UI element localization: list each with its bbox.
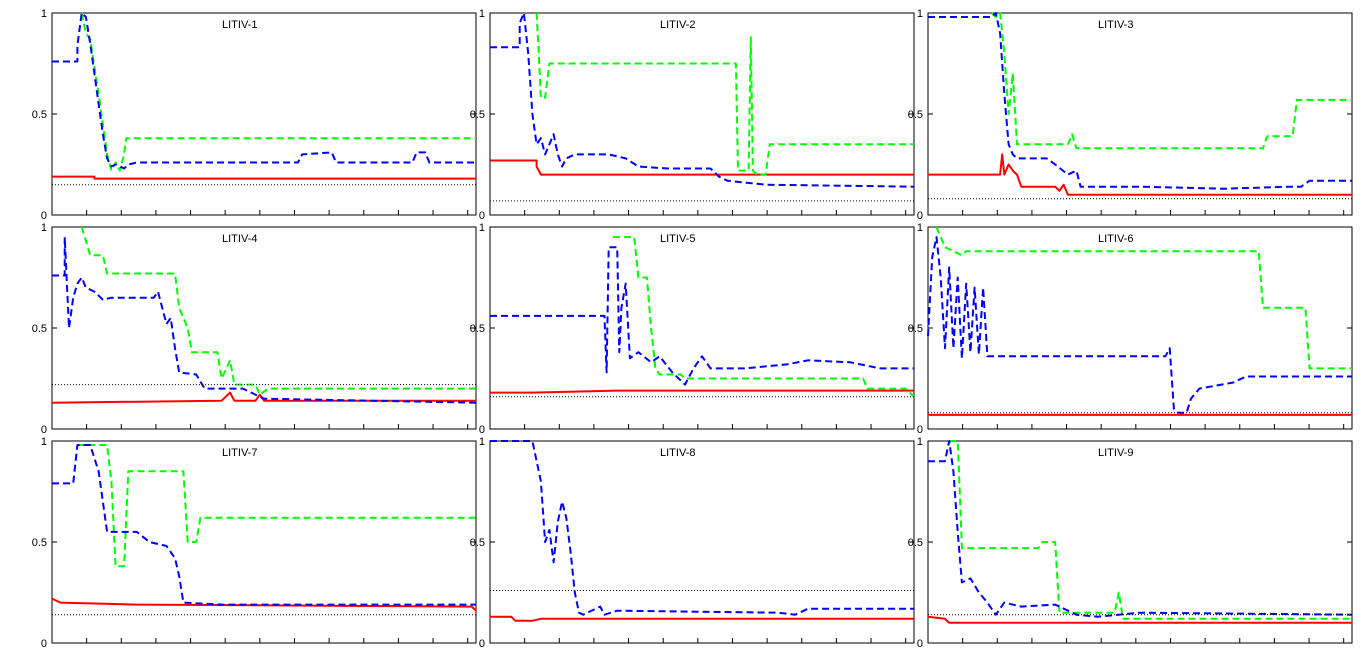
y-tick-label: 1 bbox=[479, 8, 485, 20]
y-tick-label: 1 bbox=[41, 436, 47, 448]
subplot-title: LITIV-5 bbox=[660, 233, 695, 245]
series-line-3 bbox=[927, 236, 1352, 414]
series-line-2 bbox=[990, 12, 1352, 150]
plot-frame bbox=[51, 226, 477, 430]
series-line-3 bbox=[928, 12, 1352, 190]
subplot-3: 0 0.5 1 LITIV-3 bbox=[908, 8, 1353, 222]
y-tick-label: 0.5 bbox=[32, 323, 47, 335]
series-line-3 bbox=[52, 236, 477, 404]
plot-frame bbox=[51, 440, 477, 644]
subplot-title: LITIV-6 bbox=[1098, 233, 1133, 245]
series-line-2 bbox=[949, 440, 1352, 620]
y-tick-label: 0.5 bbox=[908, 323, 923, 335]
subplot-1: 0 0.5 1 LITIV-1 bbox=[32, 8, 477, 222]
series-line-3 bbox=[490, 12, 915, 188]
y-tick-label: 0 bbox=[479, 638, 485, 650]
y-tick-label: 0 bbox=[41, 210, 47, 222]
y-tick-label: 0.5 bbox=[908, 109, 923, 121]
plot-frame bbox=[489, 12, 915, 216]
subplot-2: 0 0.5 1 LITIV-2 bbox=[470, 8, 915, 222]
series-line-2 bbox=[613, 236, 915, 398]
subplot-7: 0 0.5 1 LITIV-7 bbox=[32, 436, 477, 650]
y-tick-label: 1 bbox=[479, 436, 485, 448]
y-tick-label: 0.5 bbox=[470, 109, 485, 121]
series-line-2 bbox=[935, 226, 1352, 370]
plot-frame bbox=[927, 440, 1353, 644]
y-tick-label: 1 bbox=[41, 8, 47, 20]
series-line-2 bbox=[77, 444, 476, 568]
y-tick-label: 1 bbox=[41, 222, 47, 234]
subplot-title: LITIV-3 bbox=[1098, 19, 1133, 31]
subplot-5: 0 0.5 1 LITIV-5 bbox=[470, 222, 915, 436]
y-tick-label: 1 bbox=[917, 222, 923, 234]
subplot-title: LITIV-4 bbox=[222, 233, 257, 245]
series-line-2 bbox=[80, 226, 476, 396]
y-tick-label: 0.5 bbox=[470, 537, 485, 549]
y-tick-label: 1 bbox=[917, 436, 923, 448]
plot-frame bbox=[489, 440, 915, 644]
series-line-1 bbox=[490, 159, 914, 176]
series-line-2 bbox=[535, 12, 914, 176]
subplot-8: 0 0.5 1 LITIV-8 bbox=[470, 436, 915, 650]
plot-frame bbox=[927, 226, 1353, 430]
series-line-1 bbox=[51, 391, 476, 404]
y-tick-label: 0 bbox=[479, 424, 485, 436]
subplot-title: LITIV-8 bbox=[660, 447, 695, 459]
subplot-title: LITIV-9 bbox=[1098, 447, 1133, 459]
subplot-title: LITIV-2 bbox=[660, 19, 695, 31]
subplot-title: LITIV-1 bbox=[222, 19, 257, 31]
plot-frame bbox=[927, 12, 1353, 216]
plot-frame bbox=[51, 12, 477, 216]
series-line-1 bbox=[927, 615, 1352, 624]
subplot-title: LITIV-7 bbox=[222, 447, 257, 459]
subplot-9: 0 0.5 1 LITIV-9 bbox=[908, 436, 1353, 650]
plot-frame bbox=[489, 226, 915, 430]
series-line-1 bbox=[928, 153, 1352, 196]
y-tick-label: 0 bbox=[917, 638, 923, 650]
series-line-3 bbox=[52, 12, 476, 170]
y-tick-label: 0 bbox=[917, 210, 923, 222]
series-line-1 bbox=[52, 175, 476, 180]
y-tick-label: 0 bbox=[479, 210, 485, 222]
y-tick-label: 0.5 bbox=[32, 109, 47, 121]
y-tick-label: 0 bbox=[41, 424, 47, 436]
series-line-1 bbox=[490, 615, 914, 622]
y-tick-label: 0 bbox=[917, 424, 923, 436]
series-line-1 bbox=[490, 389, 914, 394]
series-line-3 bbox=[490, 246, 914, 386]
y-tick-label: 1 bbox=[479, 222, 485, 234]
subplot-4: 0 0.5 1 LITIV-4 bbox=[32, 222, 477, 436]
y-tick-label: 1 bbox=[917, 8, 923, 20]
series-line-3 bbox=[928, 440, 1353, 618]
y-tick-label: 0.5 bbox=[32, 537, 47, 549]
y-tick-label: 0 bbox=[41, 638, 47, 650]
y-tick-label: 0.5 bbox=[470, 323, 485, 335]
subplot-6: 0 0.5 1 LITIV-6 bbox=[908, 222, 1353, 436]
series-line-2 bbox=[490, 440, 914, 616]
y-tick-label: 0.5 bbox=[908, 537, 923, 549]
series-line-1 bbox=[51, 597, 477, 612]
series-line-3 bbox=[52, 444, 476, 606]
